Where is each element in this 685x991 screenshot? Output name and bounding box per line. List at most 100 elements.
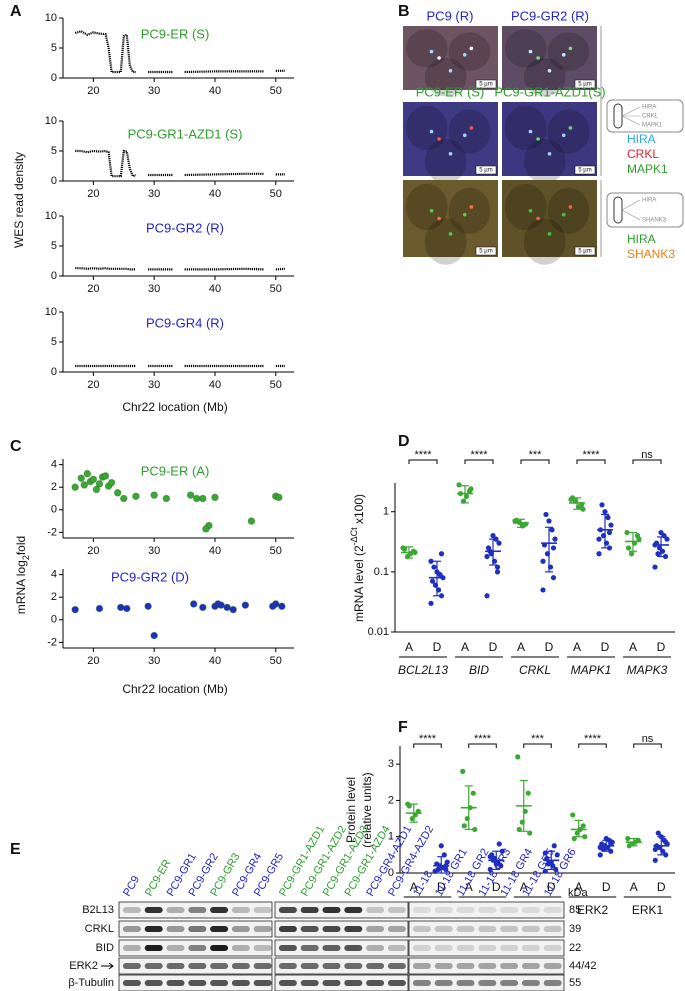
- blot-band: [253, 926, 272, 932]
- blot-band: [231, 945, 250, 951]
- fish-signal: [437, 56, 441, 60]
- cell: [448, 32, 491, 71]
- probe-icon-box: [606, 99, 684, 133]
- blot-band: [253, 907, 272, 913]
- point: [513, 517, 520, 523]
- cell: [448, 109, 491, 154]
- point: [472, 826, 478, 833]
- y-axis-label: mRNA level (2-ΔCt x100): [349, 494, 366, 622]
- scale-bar-label: 5 µm: [479, 168, 492, 174]
- blot-band: [166, 980, 185, 986]
- band-arrow: [101, 962, 114, 970]
- blot-band: [300, 926, 319, 932]
- point: [494, 569, 501, 575]
- fish-signal: [568, 46, 573, 51]
- x-tick-label: 30: [148, 283, 160, 295]
- blot-band: [144, 907, 163, 913]
- blot-band: [500, 980, 519, 986]
- fish-signal: [547, 232, 552, 236]
- blot-band: [387, 963, 406, 969]
- microscopy-image: [502, 26, 597, 90]
- cell: [504, 183, 547, 231]
- blot-strip: [274, 974, 409, 991]
- blot-band: [231, 926, 250, 932]
- point: [71, 605, 79, 614]
- blot-band: [278, 907, 297, 913]
- fish-signal: [528, 129, 533, 134]
- point: [543, 511, 549, 518]
- blot-band: [322, 926, 341, 932]
- point: [525, 790, 531, 796]
- x-tick-label: 20: [87, 379, 99, 391]
- blot-band: [122, 926, 141, 932]
- significance-label: ****: [474, 733, 492, 745]
- blot-band: [300, 945, 319, 951]
- group-label: BID: [469, 663, 489, 677]
- significance-label: ***: [531, 733, 545, 745]
- x-tick-label: 40: [209, 188, 221, 200]
- microscopy-image: [403, 26, 498, 90]
- size-label: 44/42: [569, 960, 597, 972]
- x-tick-label: 20: [87, 85, 99, 97]
- probe-name: SHANK3: [627, 247, 675, 261]
- blot-strip: [274, 901, 409, 919]
- blot-band: [521, 926, 540, 932]
- x-tick-label: 20: [87, 188, 99, 200]
- x-tick-label: D: [657, 640, 666, 654]
- blot-band: [456, 980, 475, 986]
- point: [89, 475, 98, 484]
- significance-bracket: [464, 459, 494, 464]
- blot-band: [456, 963, 475, 969]
- blot-band: [278, 980, 297, 986]
- size-label: 39: [569, 923, 581, 935]
- x-tick-label: 40: [209, 655, 221, 667]
- chromosome-icon: [613, 103, 623, 129]
- point: [123, 604, 131, 613]
- x-tick-label: D: [489, 640, 498, 654]
- point: [625, 545, 632, 551]
- point: [199, 494, 207, 503]
- point: [487, 866, 493, 872]
- x-tick-label: 20: [87, 655, 99, 667]
- x-tick-label: D: [433, 640, 442, 654]
- significance-label: ****: [584, 733, 602, 745]
- y-tick-label: 5: [51, 145, 57, 157]
- point: [107, 478, 116, 487]
- x-tick-label: A: [629, 640, 637, 654]
- cell: [424, 139, 467, 184]
- y-axis-label: WES read density: [12, 152, 26, 248]
- probe-icon-label: HIRA: [642, 105, 656, 111]
- point: [199, 603, 207, 612]
- point: [438, 593, 445, 599]
- x-tick-label: 50: [270, 379, 282, 391]
- point: [606, 545, 613, 551]
- point: [570, 812, 576, 818]
- microscopy-image: [403, 102, 498, 176]
- blot-band: [188, 926, 207, 932]
- blot-band: [278, 945, 297, 951]
- point: [487, 854, 493, 860]
- point: [542, 868, 548, 874]
- y-tick-label: 5: [51, 336, 57, 348]
- scale-bar-label: 5 µm: [479, 249, 492, 255]
- x-tick-label: 30: [148, 545, 160, 557]
- x-tick-label: A: [520, 880, 528, 894]
- significance-bracket: [523, 743, 552, 748]
- fish-signal: [462, 53, 467, 57]
- point: [162, 494, 171, 503]
- probe-icon-box: [606, 192, 684, 228]
- blot-band: [478, 980, 497, 986]
- image-title: PC9 (R): [427, 8, 474, 23]
- fish-signal: [561, 212, 566, 217]
- blot-band: [543, 963, 562, 969]
- y-axis-label: Protein level: [344, 777, 358, 843]
- y-tick-label: 0: [51, 504, 57, 516]
- blot-band: [366, 945, 385, 951]
- group-label: MAPK3: [627, 663, 668, 677]
- point: [606, 529, 613, 536]
- chart-title: PC9-ER (A): [141, 463, 210, 478]
- point: [429, 578, 436, 584]
- y-tick-label: 4: [51, 569, 57, 581]
- point: [77, 474, 86, 482]
- point: [80, 481, 89, 489]
